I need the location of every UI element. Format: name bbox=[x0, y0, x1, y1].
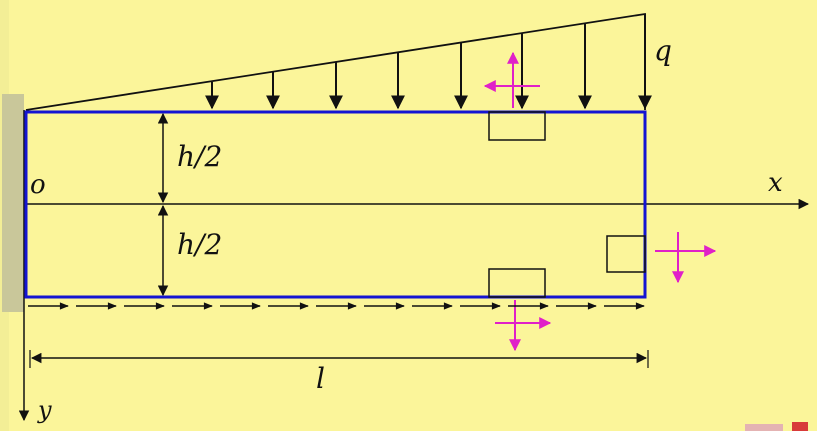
origin-label: o bbox=[30, 170, 46, 200]
corner-artifact-red bbox=[792, 422, 808, 431]
stress-arrows-bottom bbox=[495, 300, 552, 352]
load-arrows bbox=[205, 14, 652, 110]
half-height-bottom-label: h/2 bbox=[177, 228, 222, 261]
beam-outline bbox=[24, 110, 647, 299]
stress-element-bottom bbox=[488, 268, 546, 298]
y-axis-label: y bbox=[37, 396, 52, 424]
half-height-top-label: h/2 bbox=[177, 140, 222, 173]
stress-arrows-top bbox=[483, 51, 540, 108]
stress-arrows-right bbox=[655, 232, 717, 284]
left-support-shadow bbox=[2, 94, 24, 312]
stress-element-right bbox=[606, 235, 646, 273]
x-axis-label: x bbox=[768, 168, 783, 198]
corner-artifact bbox=[745, 424, 783, 431]
load-label: q bbox=[654, 34, 672, 67]
stress-element-top bbox=[488, 111, 546, 141]
length-label: l bbox=[316, 362, 325, 395]
